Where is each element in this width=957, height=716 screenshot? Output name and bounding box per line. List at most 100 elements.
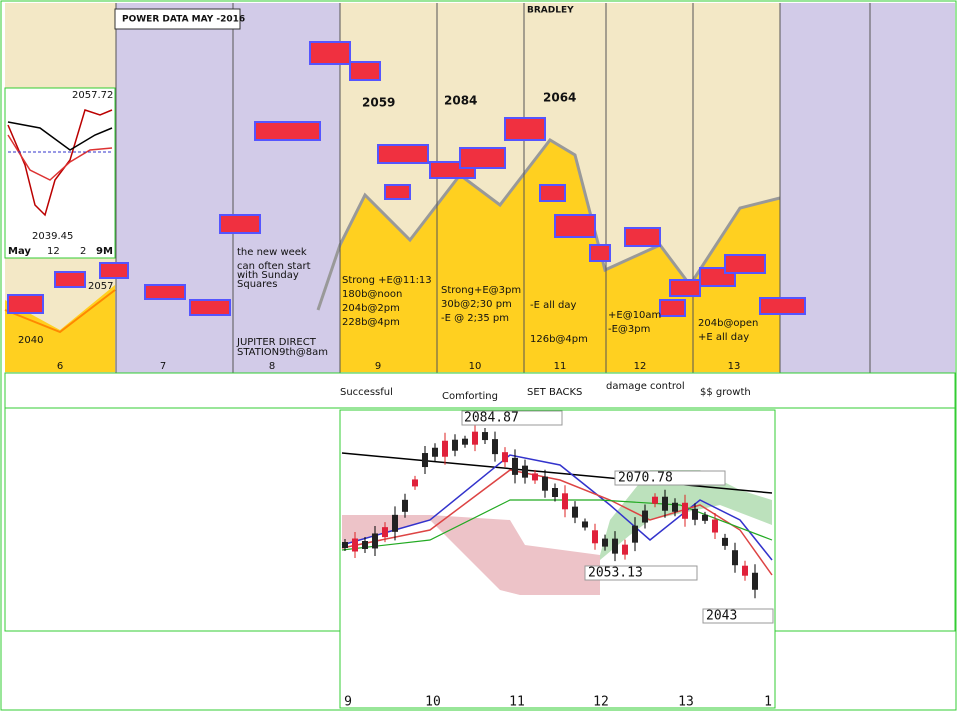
marker-block (724, 254, 766, 274)
marker-block (384, 184, 411, 200)
candle (632, 525, 638, 543)
inset-low: 2039.45 (32, 231, 73, 242)
candle (602, 538, 608, 547)
marker-block (539, 184, 566, 202)
marker-block (377, 144, 429, 164)
candle (482, 432, 488, 441)
day-label: 8 (269, 361, 275, 372)
theme: SET BACKS (527, 387, 582, 398)
marker-block (309, 41, 351, 65)
day-label: 10 (469, 361, 482, 372)
candle (642, 510, 648, 523)
annotation: -E all day (530, 300, 576, 311)
candle (682, 502, 688, 519)
title: POWER DATA MAY -2016 (122, 15, 245, 25)
annotation: can often start (237, 261, 311, 272)
title-box (114, 8, 241, 30)
candle (392, 514, 398, 532)
annotation: -E@3pm (608, 324, 650, 335)
label-box (461, 410, 563, 426)
theme: Successful (340, 387, 393, 398)
annotation: with Sunday (237, 270, 299, 281)
candle (752, 572, 758, 590)
label-box (614, 470, 726, 486)
annotation: Squares (237, 279, 277, 290)
annotation: 204b@2pm (342, 303, 400, 314)
day-label: 11 (554, 361, 567, 372)
marker-block (254, 121, 321, 141)
candle (532, 473, 538, 481)
annotation: JUPITER DIRECT (236, 337, 317, 348)
purple-band (116, 3, 340, 373)
annotation: 204b@open (698, 318, 758, 329)
annotation: +E@10am (608, 310, 661, 321)
inset-axis: 2 (80, 246, 86, 257)
peak: 2084 (444, 94, 477, 108)
marker-block (54, 271, 86, 288)
marker-block (99, 262, 129, 279)
candle (422, 453, 428, 468)
candle (442, 440, 448, 457)
level: 2040 (18, 335, 43, 346)
candle (502, 452, 508, 463)
annotation: -E @ 2;35 pm (441, 313, 509, 324)
marker-block (219, 214, 261, 234)
marker-block (624, 227, 661, 247)
price-label: 2043 (706, 609, 737, 624)
candle (742, 565, 748, 576)
marker-block (554, 214, 596, 238)
candle (432, 447, 438, 457)
inset-price (7, 109, 113, 217)
annotation: the new week (237, 247, 307, 258)
inset-axis: 12 (47, 246, 60, 257)
candle (592, 530, 598, 544)
level: 2057 (88, 281, 113, 292)
purple-band (780, 3, 955, 373)
candle (552, 488, 558, 497)
day-label: 9 (375, 361, 381, 372)
candle (652, 496, 658, 504)
annotation: Strong+E@3pm (441, 285, 521, 296)
annotation: 126b@4pm (530, 334, 588, 345)
marker-block (349, 61, 381, 81)
candle (712, 519, 718, 533)
inset-ma (7, 121, 113, 151)
candle (402, 499, 408, 512)
marker-block (659, 299, 686, 317)
trend-line (4, 289, 116, 334)
candle (722, 537, 728, 546)
theme: Comforting (442, 391, 498, 402)
day-label: 13 (728, 361, 741, 372)
x-tick-label: 12 (593, 695, 609, 710)
x-tick-label: 10 (425, 695, 441, 710)
candle (472, 431, 478, 445)
inset-axis: May (8, 246, 31, 257)
annotation: Strong +E@11:13 (342, 275, 432, 286)
ma (341, 469, 773, 576)
candle (362, 541, 368, 549)
peak: 2059 (362, 96, 395, 110)
marker-block (669, 279, 701, 297)
candle (522, 465, 528, 478)
x-tick-label: 11 (509, 695, 525, 710)
price-label: 2070.78 (618, 471, 673, 486)
day-label: 12 (634, 361, 647, 372)
candle (612, 538, 618, 554)
price-label: 2053.13 (588, 566, 643, 581)
marker-block (459, 147, 506, 169)
candle (462, 438, 468, 445)
cloud (600, 470, 772, 560)
candle (672, 502, 678, 512)
candle (662, 496, 668, 511)
candle (372, 533, 378, 549)
theme-row (4, 372, 956, 409)
candle (732, 550, 738, 566)
candle (452, 439, 458, 451)
annotation: 30b@2;30 pm (441, 299, 512, 310)
x-tick-label: 1 (764, 695, 772, 710)
label-box (584, 565, 698, 581)
inset-axis: 9M (96, 246, 113, 257)
inset-high: 2057.72 (72, 90, 113, 101)
